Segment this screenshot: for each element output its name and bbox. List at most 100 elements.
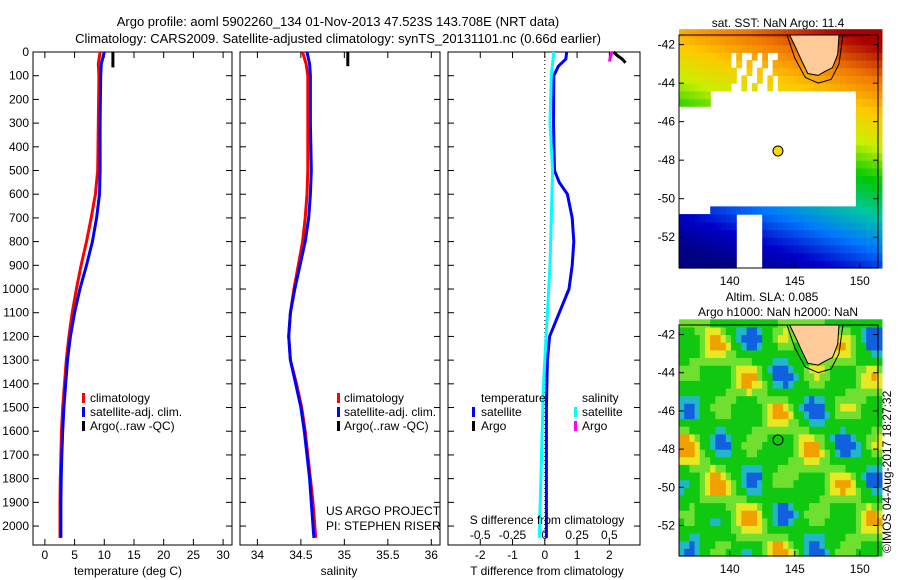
map-cell	[710, 372, 716, 381]
map-cell	[855, 129, 862, 138]
map-cell	[845, 229, 852, 238]
map-cell	[741, 479, 748, 488]
map-cell	[866, 548, 873, 557]
map-cell	[725, 326, 732, 336]
map-cell	[861, 229, 867, 238]
map-cell	[736, 334, 742, 343]
map-cell	[694, 403, 701, 412]
map-cell	[757, 349, 763, 358]
map-cell	[762, 206, 768, 215]
depth-tick-label: 1100	[3, 306, 29, 320]
map-cell	[689, 83, 696, 92]
map-cell	[829, 229, 836, 238]
map-cell	[861, 548, 867, 557]
map-cell	[679, 533, 685, 542]
map-cell	[866, 517, 873, 526]
map-cell	[861, 244, 867, 254]
map-cell	[705, 472, 711, 481]
map-cell	[835, 214, 841, 223]
map-cell	[855, 144, 862, 154]
map-cell	[720, 221, 727, 231]
map-cell	[809, 410, 815, 420]
map-cell	[855, 403, 862, 412]
map-cell	[741, 510, 748, 519]
map-cell	[757, 510, 763, 519]
map-cell	[767, 244, 774, 254]
map-cell	[829, 418, 836, 427]
map-cell	[809, 83, 815, 92]
temperature-panel: 0100200300400500600700800900100011001200…	[2, 45, 233, 562]
map-cell	[689, 479, 696, 488]
plot-frame	[32, 51, 233, 546]
map-cell	[798, 464, 805, 473]
map-cell	[715, 334, 722, 343]
map-cell	[715, 540, 722, 549]
map-cell	[689, 395, 696, 404]
map-cell	[772, 29, 779, 38]
map-cell	[855, 319, 862, 328]
lat-tick-label: -50	[658, 480, 676, 494]
map-cell	[845, 380, 852, 389]
map-cell	[710, 388, 716, 397]
map-cell	[855, 334, 862, 343]
legend-label: climatology	[344, 391, 404, 405]
map-cell	[861, 357, 867, 366]
map-cell	[876, 456, 883, 465]
depth-tick-label: 1200	[2, 329, 29, 343]
map-cell	[741, 75, 748, 84]
map-cell	[819, 403, 826, 412]
map-cell	[772, 410, 779, 420]
map-cell	[720, 464, 727, 473]
map-cell	[757, 494, 763, 504]
map-cell	[876, 548, 883, 557]
map-cell	[699, 426, 706, 435]
map-cell	[699, 472, 706, 481]
map-cell	[876, 487, 883, 496]
map-cell	[861, 75, 867, 84]
map-cell	[793, 456, 800, 465]
map-cell	[741, 525, 748, 534]
map-cell	[809, 75, 815, 84]
map-cell	[788, 357, 795, 366]
map-cell	[855, 152, 862, 161]
series-line-s-argo	[607, 51, 614, 62]
sla-map: 140 145 150-42-44-46-48-50-52	[658, 319, 883, 576]
map-cell	[679, 502, 685, 511]
map-cell	[798, 388, 805, 397]
map-cell	[876, 403, 883, 412]
map-cell	[855, 67, 862, 76]
map-cell	[866, 433, 873, 442]
map-cell	[840, 487, 847, 496]
temperature-xlabel: temperature (deg C)	[74, 564, 182, 578]
map-cell	[855, 29, 862, 38]
map-cell	[871, 144, 878, 154]
map-cell	[824, 487, 831, 496]
map-cell	[684, 540, 690, 549]
map-cell	[850, 326, 857, 336]
map-cell	[699, 221, 706, 231]
project-annotation: US ARGO PROJECT	[326, 504, 441, 518]
map-cell	[731, 456, 737, 465]
map-cell	[866, 52, 873, 61]
map-cell	[819, 410, 826, 420]
map-cell	[731, 244, 737, 254]
map-cell	[783, 548, 789, 557]
map-cell	[746, 426, 753, 435]
map-cell	[819, 365, 826, 374]
map-cell	[684, 75, 690, 84]
map-cell	[840, 326, 847, 336]
map-cell	[798, 418, 805, 427]
map-cell	[684, 52, 690, 61]
map-cell	[809, 244, 815, 254]
map-cell	[689, 36, 696, 46]
depth-tick-label: 800	[9, 235, 29, 249]
map-cell	[871, 237, 878, 246]
map-cell	[710, 533, 716, 542]
map-cell	[694, 395, 701, 404]
map-cell	[814, 403, 821, 412]
map-cell	[689, 540, 696, 549]
map-cell	[861, 426, 867, 435]
map-cell	[876, 334, 883, 343]
map-cell	[777, 487, 784, 496]
map-cell	[866, 388, 873, 397]
